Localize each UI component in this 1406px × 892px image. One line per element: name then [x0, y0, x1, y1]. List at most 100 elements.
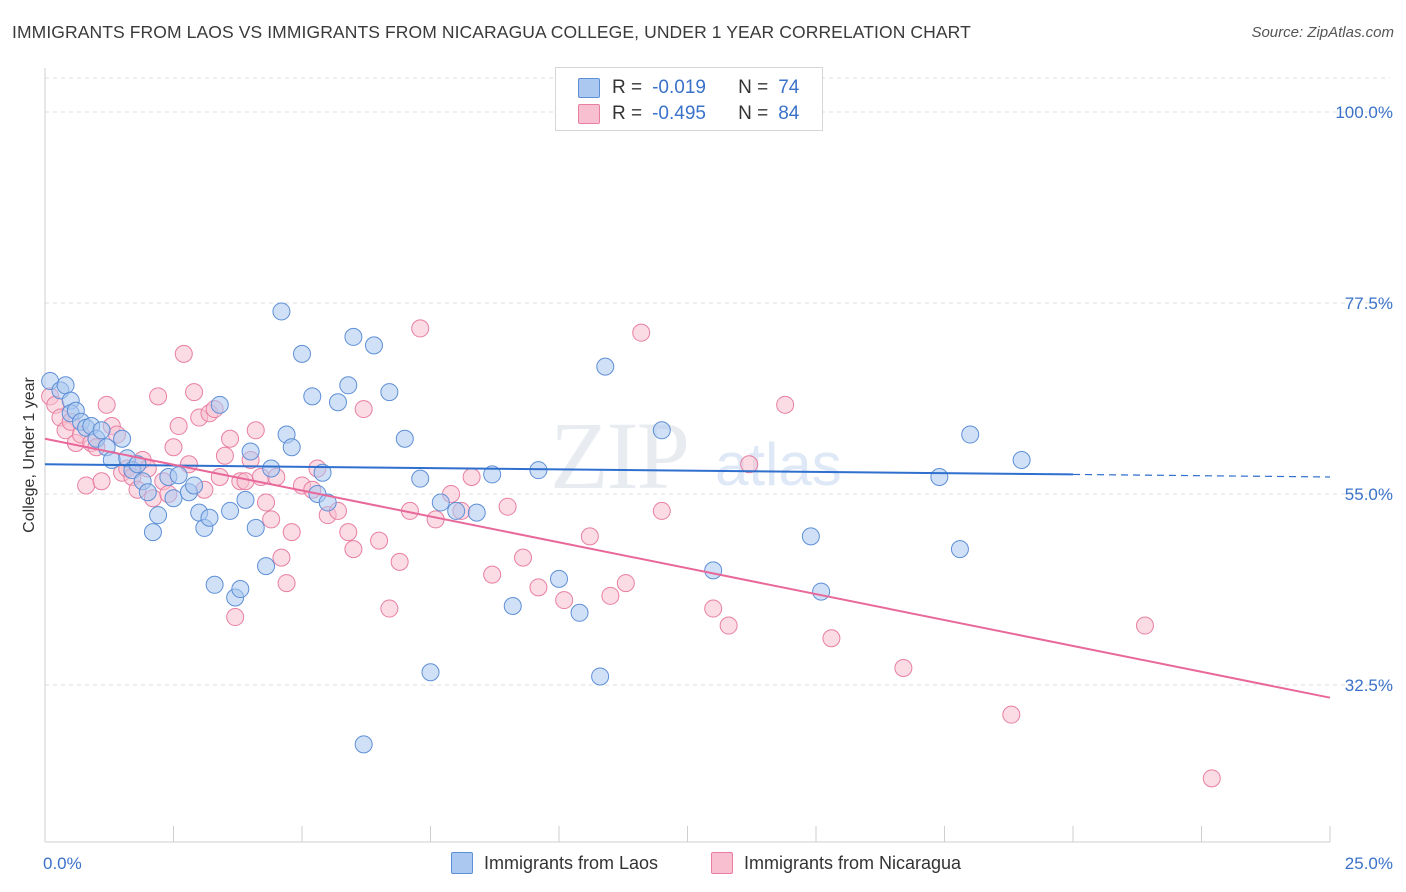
nicaragua-point — [77, 476, 96, 495]
nicaragua-point — [339, 523, 358, 542]
watermark-atlas: atlas — [715, 431, 842, 498]
nicaragua-point — [616, 574, 635, 593]
axes — [44, 68, 1331, 843]
nicaragua-point — [174, 344, 193, 363]
nicaragua-point — [555, 591, 574, 610]
nicaragua-point — [776, 395, 795, 414]
correlation-legend: R = -0.019 N = 74 R = -0.495 N = 84 — [555, 67, 823, 131]
laos-point — [236, 490, 255, 509]
nicaragua-point — [262, 510, 281, 529]
series-legend-laos: Immigrants from Laos — [451, 852, 658, 874]
laos-point — [92, 421, 111, 440]
laos-point — [591, 667, 610, 686]
legend-n-value: 74 — [778, 77, 800, 98]
laos-point — [704, 561, 723, 580]
nicaragua-point — [514, 548, 533, 567]
laos-point — [431, 493, 450, 512]
laos-point — [395, 429, 414, 448]
laos-point — [596, 357, 615, 376]
nicaragua-point — [894, 658, 913, 677]
laos-point — [169, 466, 188, 485]
nicaragua-point — [164, 438, 183, 457]
laos-point — [262, 459, 281, 478]
y-tick-labels: 100.0% 77.5% 55.0% 32.5% — [1335, 103, 1393, 695]
laos-point — [185, 476, 204, 495]
chart-title: IMMIGRANTS FROM LAOS VS IMMIGRANTS FROM … — [12, 22, 971, 42]
nicaragua-points — [41, 319, 1221, 788]
nicaragua-point — [226, 608, 245, 627]
laos-point — [56, 376, 75, 395]
legend-n-value: 84 — [778, 103, 800, 124]
laos-point — [200, 508, 219, 527]
nicaragua-point — [652, 501, 671, 520]
legend-r-value: -0.019 — [652, 77, 706, 98]
laos-point — [303, 387, 322, 406]
nicaragua-point — [1135, 616, 1154, 635]
laos-point — [282, 438, 301, 457]
nicaragua-point — [210, 467, 229, 486]
legend-n-label: N = — [738, 77, 769, 98]
y-tick-label: 77.5% — [1345, 294, 1393, 313]
laos-point — [143, 523, 162, 542]
laos-point — [231, 580, 250, 599]
y-axis-title: College, Under 1 year — [21, 377, 38, 533]
source-label: Source: ZipAtlas.com — [1251, 24, 1394, 41]
legend-n-label: N = — [738, 103, 769, 124]
laos-point — [467, 503, 486, 522]
laos-point — [354, 735, 373, 754]
nicaragua-trend-line — [44, 437, 1331, 699]
legend-row-laos: R = -0.019 N = 74 — [578, 76, 799, 100]
laos-point — [246, 518, 265, 537]
laos-point — [950, 540, 969, 559]
nicaragua-point — [221, 429, 240, 448]
laos-trend-extension — [1072, 473, 1331, 478]
nicaragua-point — [1002, 705, 1021, 724]
nicaragua-point — [149, 387, 168, 406]
nicaragua-point — [169, 417, 188, 436]
nicaragua-point — [483, 565, 502, 584]
nicaragua-point — [740, 455, 759, 474]
legend-r-label: R = — [612, 103, 643, 124]
watermark-zip: ZIP — [550, 402, 690, 509]
y-tick-label: 32.5% — [1345, 676, 1393, 695]
laos-point — [241, 442, 260, 461]
laos-point — [447, 501, 466, 520]
laos-point — [313, 463, 332, 482]
laos-points — [41, 302, 1031, 754]
laos-point — [344, 327, 363, 346]
laos-point — [961, 425, 980, 444]
nicaragua-swatch — [578, 104, 600, 124]
laos-trend-line — [44, 463, 1074, 476]
laos-swatch — [578, 78, 600, 98]
nicaragua-point — [580, 527, 599, 546]
x-tick-label-max: 25.0% — [1345, 854, 1393, 873]
laos-point — [503, 597, 522, 616]
x-tick-label-min: 0.0% — [43, 854, 82, 873]
laos-point — [113, 429, 132, 448]
nicaragua-point — [97, 395, 116, 414]
legend-r-label: R = — [612, 77, 643, 98]
laos-point — [164, 489, 183, 508]
nicaragua-point — [529, 578, 548, 597]
y-tick-label: 100.0% — [1335, 103, 1393, 122]
nicaragua-point — [462, 467, 481, 486]
laos-point — [483, 465, 502, 484]
laos-legend-label: Immigrants from Laos — [484, 852, 659, 873]
laos-point — [812, 582, 831, 601]
nicaragua-point — [344, 540, 363, 559]
laos-point — [339, 376, 358, 395]
legend-row-nicaragua: R = -0.495 N = 84 — [578, 102, 799, 126]
laos-point — [1012, 451, 1031, 469]
nicaragua-point — [390, 552, 409, 571]
nicaragua-point — [215, 446, 234, 465]
laos-point — [652, 421, 671, 440]
laos-point — [138, 483, 157, 502]
laos-point — [550, 569, 568, 588]
nicaragua-point — [246, 421, 265, 440]
laos-point — [801, 527, 820, 546]
nicaragua-legend-label: Immigrants from Nicaragua — [744, 852, 962, 873]
nicaragua-point — [380, 599, 399, 618]
laos-point — [364, 336, 383, 355]
nicaragua-point — [719, 616, 738, 635]
nicaragua-point — [411, 319, 430, 338]
